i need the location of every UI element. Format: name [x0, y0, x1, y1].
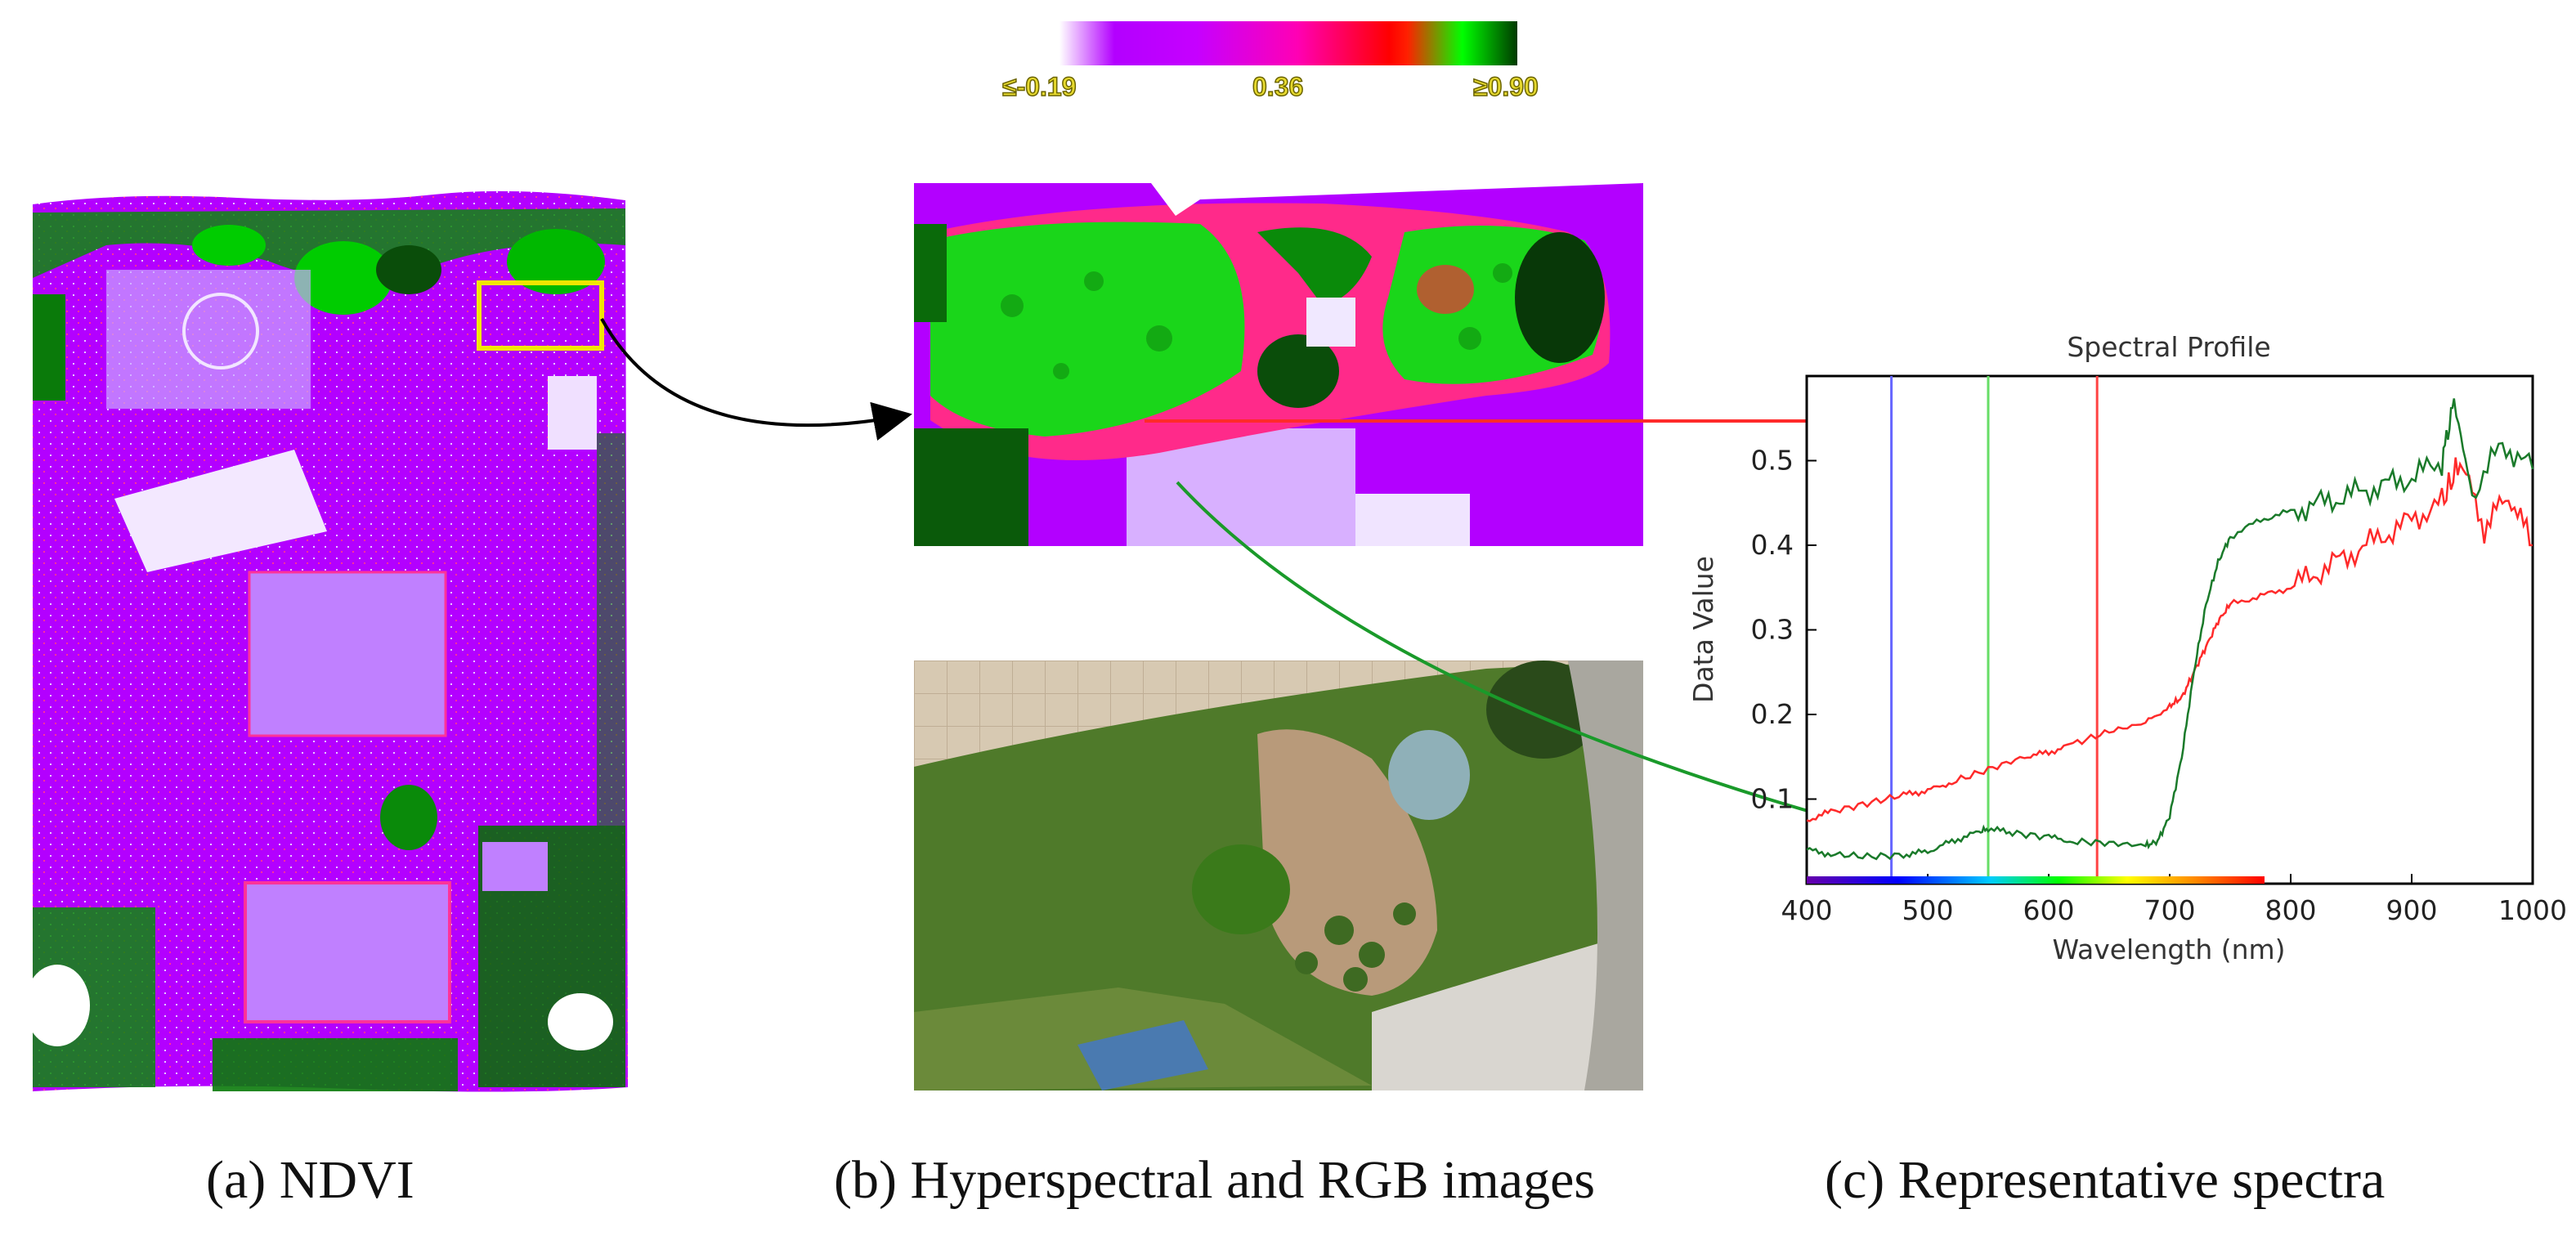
- hyperspectral-ndvi-image: [914, 183, 1643, 546]
- roi-highlight-box: [477, 280, 604, 351]
- x-tick-label: 400: [1781, 894, 1833, 926]
- colorbar-max-label: ≥0.90: [1472, 71, 1539, 102]
- green-pointer-arrow: [1176, 481, 1960, 862]
- x-tick-label: 600: [2023, 894, 2075, 926]
- ndvi-map: [25, 190, 628, 1092]
- y-tick-label: 0.4: [1751, 529, 1794, 561]
- chart-title: Spectral Profile: [2067, 331, 2270, 363]
- y-tick-label: 0.2: [1751, 698, 1794, 730]
- y-tick-label: 0.3: [1751, 614, 1794, 646]
- x-tick-label: 700: [2144, 894, 2196, 926]
- ndvi-colorbar: [1060, 21, 1517, 65]
- caption-panel-a: (a) NDVI: [206, 1150, 414, 1210]
- rgb-aerial-photo: [914, 661, 1643, 1090]
- colorbar-min-label: ≤-0.19: [1001, 71, 1077, 102]
- colorbar-mid-label: 0.36: [1252, 71, 1304, 102]
- x-axis-label: Wavelength (nm): [2052, 934, 2285, 965]
- y-tick-label: 0.5: [1751, 445, 1794, 477]
- x-tick-label: 800: [2265, 894, 2317, 926]
- zoom-arrow: [600, 318, 912, 441]
- x-tick-label: 1000: [2498, 894, 2567, 926]
- y-axis-label: Data Value: [1687, 556, 1719, 703]
- spectral-profile-chart: Spectral Profile 400 500 600 700 800 900 1000 …: [1687, 331, 2567, 965]
- y-tick-label: 0.1: [1751, 783, 1794, 815]
- plot-area: [1805, 374, 2534, 885]
- x-tick-label: 500: [1902, 894, 1954, 926]
- x-tick-label: 900: [2386, 894, 2438, 926]
- caption-panel-c: (c) Representative spectra: [1825, 1150, 2386, 1210]
- caption-panel-b: (b) Hyperspectral and RGB images: [834, 1150, 1596, 1210]
- series-line-1: [1806, 398, 2534, 861]
- visible-spectrum-strip: [1807, 876, 2265, 884]
